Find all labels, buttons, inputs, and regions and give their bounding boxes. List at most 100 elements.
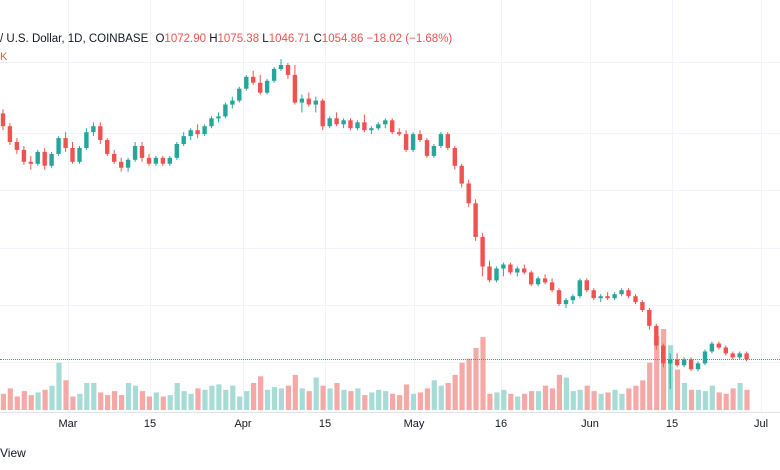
candle[interactable] — [369, 126, 374, 135]
candle[interactable] — [348, 118, 353, 131]
candle[interactable] — [105, 138, 110, 156]
candle[interactable] — [522, 264, 527, 275]
candle[interactable] — [139, 142, 145, 162]
candle[interactable] — [35, 149, 40, 166]
candle[interactable] — [84, 128, 89, 150]
candle[interactable] — [487, 260, 492, 283]
candle[interactable] — [355, 120, 360, 131]
candle[interactable] — [577, 278, 582, 299]
candle[interactable] — [181, 132, 186, 146]
candle[interactable] — [42, 148, 47, 170]
candle[interactable] — [251, 70, 256, 85]
candle[interactable] — [459, 163, 464, 188]
candle[interactable] — [160, 155, 166, 166]
candle[interactable] — [132, 142, 138, 162]
candle[interactable] — [14, 138, 20, 154]
candle[interactable] — [605, 292, 610, 301]
candle[interactable] — [299, 94, 305, 113]
candle[interactable] — [626, 288, 631, 299]
chart-plot-area[interactable]: / U.S. Dollar, 1D, COINBASE O1072.90 H10… — [0, 0, 780, 412]
candle[interactable] — [661, 343, 666, 368]
candle[interactable] — [146, 153, 152, 166]
candle[interactable] — [535, 276, 541, 287]
candle[interactable] — [153, 155, 159, 166]
candle[interactable] — [556, 288, 562, 306]
candle[interactable] — [285, 63, 291, 79]
candle[interactable] — [501, 262, 506, 277]
candle[interactable] — [397, 128, 402, 137]
candle[interactable] — [174, 142, 179, 160]
candle[interactable] — [529, 270, 534, 287]
candle[interactable] — [119, 157, 124, 172]
candle[interactable] — [278, 59, 284, 71]
candle[interactable] — [63, 132, 68, 152]
candle[interactable] — [445, 132, 450, 150]
candle[interactable] — [640, 300, 645, 312]
candle[interactable] — [424, 138, 430, 158]
candle[interactable] — [466, 179, 471, 208]
candle[interactable] — [264, 78, 270, 95]
candle[interactable] — [258, 74, 263, 95]
candle[interactable] — [271, 67, 277, 83]
candle[interactable] — [403, 130, 409, 152]
candle[interactable] — [702, 349, 708, 366]
candle[interactable] — [244, 74, 249, 91]
candle[interactable] — [598, 294, 603, 303]
candle[interactable] — [306, 92, 311, 107]
candle[interactable] — [188, 128, 193, 141]
candle[interactable] — [209, 116, 214, 129]
candle[interactable] — [334, 112, 339, 127]
candle[interactable] — [716, 341, 721, 350]
candle[interactable] — [216, 112, 221, 123]
candle[interactable] — [167, 155, 172, 166]
candle[interactable] — [7, 123, 13, 145]
candle[interactable] — [591, 288, 596, 301]
candle[interactable] — [508, 262, 513, 275]
candle[interactable] — [28, 155, 33, 170]
candle[interactable] — [376, 122, 381, 131]
candle[interactable] — [668, 353, 673, 389]
candle[interactable] — [383, 118, 388, 129]
candle[interactable] — [341, 118, 346, 129]
candlestick-chart[interactable] — [0, 0, 780, 412]
candle[interactable] — [480, 232, 485, 277]
candle[interactable] — [473, 199, 478, 241]
candle[interactable] — [70, 142, 75, 164]
candle[interactable] — [320, 98, 325, 131]
candle[interactable] — [647, 308, 652, 330]
candle[interactable] — [21, 146, 27, 165]
candle[interactable] — [563, 298, 569, 308]
candle[interactable] — [292, 65, 298, 105]
candle[interactable] — [452, 146, 457, 170]
candle[interactable] — [723, 345, 728, 356]
candle[interactable] — [417, 130, 423, 142]
candle[interactable] — [98, 122, 103, 144]
candle[interactable] — [223, 102, 228, 119]
candle[interactable] — [77, 146, 82, 164]
candle[interactable] — [390, 118, 395, 135]
candle[interactable] — [709, 341, 715, 354]
candle[interactable] — [237, 86, 242, 103]
x-axis[interactable]: Mar 15 Apr 15 May 16 Jun 15 Jul — [0, 412, 780, 435]
candle[interactable] — [49, 151, 54, 168]
candle[interactable] — [327, 116, 332, 129]
candle[interactable] — [542, 274, 548, 285]
view-label[interactable]: View — [0, 446, 26, 460]
candle[interactable] — [195, 124, 200, 139]
candle[interactable] — [584, 278, 589, 293]
candle[interactable] — [112, 149, 117, 164]
candle[interactable] — [737, 351, 742, 360]
candle[interactable] — [570, 294, 576, 305]
candle[interactable] — [549, 278, 555, 293]
candle[interactable] — [56, 136, 61, 156]
candle[interactable] — [410, 132, 416, 152]
candle[interactable] — [431, 144, 437, 158]
candle[interactable] — [681, 357, 687, 368]
candle[interactable] — [313, 96, 318, 113]
candle[interactable] — [0, 109, 6, 131]
candle[interactable] — [438, 132, 444, 148]
candle[interactable] — [695, 361, 701, 372]
candle[interactable] — [494, 266, 499, 283]
candle[interactable] — [612, 292, 617, 301]
candle[interactable] — [515, 266, 520, 277]
